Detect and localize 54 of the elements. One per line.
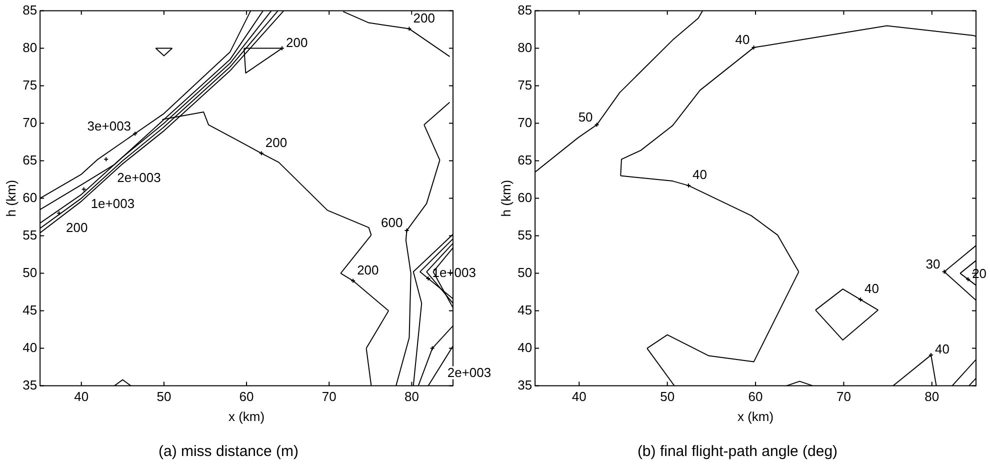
- y-tick-label: 85: [22, 2, 38, 18]
- annotation: 40: [692, 167, 707, 182]
- annotation: 200: [286, 34, 308, 50]
- y-tick-label: 75: [518, 77, 532, 92]
- annotation: 30: [926, 256, 940, 272]
- x-tick-label: 50: [156, 389, 172, 404]
- y-tick-label: 50: [518, 264, 532, 280]
- y-tick-label: 85: [518, 2, 532, 18]
- y-tick-label: 35: [518, 377, 532, 392]
- annotation: 40: [735, 32, 750, 48]
- annotation: 200: [265, 134, 288, 150]
- y-tick-label: 65: [22, 152, 38, 168]
- y-tick-label: 60: [22, 190, 38, 205]
- annotation: 200: [413, 10, 435, 26]
- annotation: 40: [864, 281, 879, 296]
- annotation: 2e+003: [447, 364, 492, 380]
- annotation: 1e+003: [90, 196, 135, 211]
- x-tick-label: 80: [404, 389, 419, 404]
- annotation: 2e+003: [117, 170, 161, 185]
- annotation: 3e+003: [87, 118, 132, 134]
- y-axis-title: h (km): [498, 180, 514, 217]
- y-tick-label: 55: [518, 227, 532, 242]
- y-tick-label: 50: [22, 264, 38, 280]
- x-tick-label: 60: [239, 389, 254, 404]
- y-tick-label: 35: [22, 377, 38, 392]
- x-tick-label: 70: [322, 389, 336, 404]
- x-tick-label: 40: [572, 389, 586, 404]
- x-tick-label: 40: [74, 389, 89, 404]
- x-tick-label: 60: [748, 389, 763, 404]
- annotation: 200: [357, 262, 379, 278]
- annotation: 600: [381, 215, 403, 230]
- annotation: 200: [66, 220, 88, 235]
- y-tick-label: 40: [518, 340, 532, 355]
- y-tick-label: 80: [22, 40, 38, 55]
- y-tick-label: 70: [518, 114, 532, 130]
- x-axis-title: x (km): [737, 408, 774, 424]
- x-tick-label: 70: [836, 389, 851, 404]
- x-tick-label: 50: [660, 389, 675, 404]
- text: (b) final flight-path angle (deg): [637, 443, 838, 460]
- y-tick-label: 65: [518, 152, 532, 168]
- y-tick-label: 60: [518, 190, 532, 205]
- y-tick-label: 70: [22, 114, 38, 130]
- y-tick-label: 45: [518, 302, 532, 318]
- y-tick-label: 75: [22, 77, 38, 92]
- y-tick-label: 40: [22, 340, 38, 355]
- y-axis-title: h (km): [3, 180, 18, 217]
- x-axis-title: x (km): [228, 408, 265, 424]
- text: (a) miss distance (m): [158, 443, 299, 460]
- y-tick-label: 80: [518, 40, 532, 55]
- annotation: 50: [578, 109, 593, 124]
- x-tick-label: 80: [924, 389, 940, 404]
- y-tick-label: 55: [22, 227, 38, 242]
- y-tick-label: 45: [22, 302, 38, 318]
- annotation: 40: [935, 342, 950, 357]
